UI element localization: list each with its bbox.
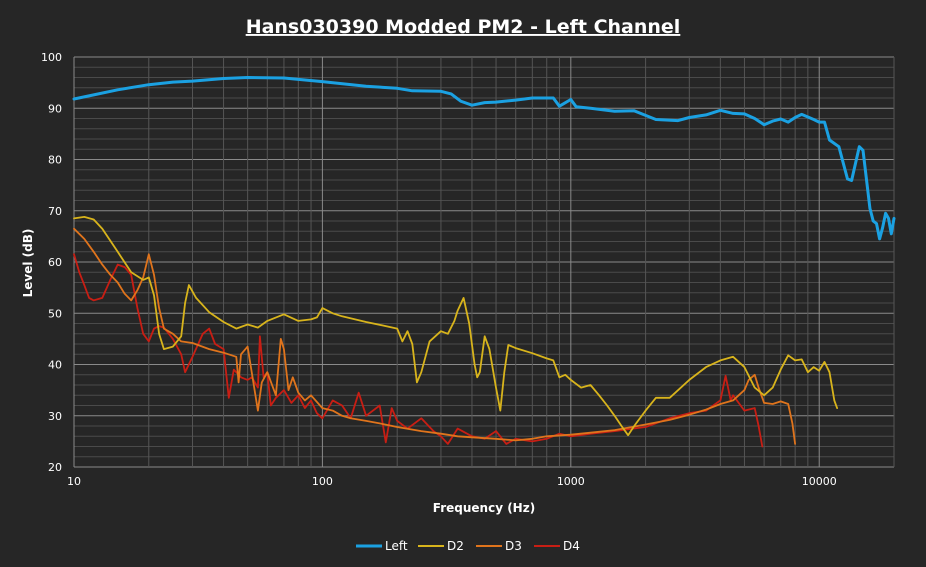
y-tick-label: 30 [48, 410, 62, 423]
legend-label: D2 [447, 539, 464, 553]
x-tick-label: 10000 [802, 475, 837, 488]
y-tick-label: 20 [48, 461, 62, 474]
legend: Left D2 D3 D4 [356, 539, 580, 553]
x-axis-label: Frequency (Hz) [433, 501, 535, 515]
series-line-d3 [73, 227, 796, 445]
y-tick-labels: 20 30 40 50 60 70 80 90 100 [41, 51, 62, 474]
legend-item-d4: D4 [534, 539, 580, 553]
y-axis-label: Level (dB) [21, 229, 35, 298]
legend-label: D3 [505, 539, 522, 553]
grid-lines [73, 56, 895, 468]
legend-label: Left [385, 539, 408, 553]
legend-item-left: Left [356, 539, 408, 553]
y-tick-label: 70 [48, 205, 62, 218]
y-tick-label: 100 [41, 51, 62, 64]
y-tick-label: 60 [48, 256, 62, 269]
series-lines [72, 76, 896, 448]
legend-item-d2: D2 [418, 539, 464, 553]
y-tick-label: 80 [48, 154, 62, 167]
legend-item-d3: D3 [476, 539, 522, 553]
series-line-d4 [73, 253, 764, 448]
x-tick-labels: 10 100 1000 10000 [67, 475, 837, 488]
y-tick-label: 40 [48, 359, 62, 372]
series-line-left [72, 76, 896, 241]
x-tick-label: 1000 [557, 475, 585, 488]
x-tick-label: 100 [312, 475, 333, 488]
series-line-d2 [73, 216, 838, 437]
y-tick-label: 90 [48, 102, 62, 115]
y-tick-label: 50 [48, 307, 62, 320]
x-tick-label: 10 [67, 475, 81, 488]
legend-label: D4 [563, 539, 580, 553]
chart-title: Hans030390 Modded PM2 - Left Channel [246, 16, 681, 38]
